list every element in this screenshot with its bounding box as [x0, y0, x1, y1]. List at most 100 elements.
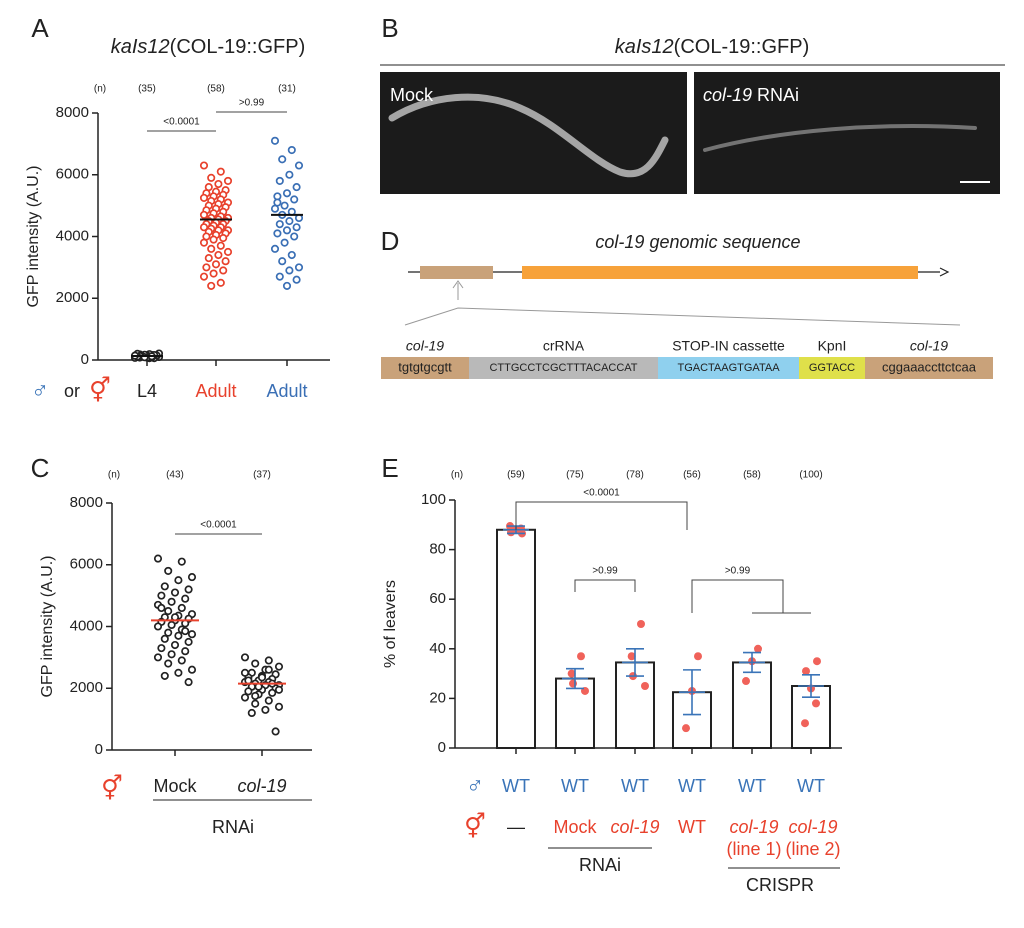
p-value: >0.99 — [592, 566, 618, 577]
dot — [275, 272, 284, 281]
dot — [251, 699, 260, 708]
panel-letter: C — [31, 453, 50, 483]
worm — [388, 93, 669, 178]
dot — [164, 659, 173, 668]
data-point — [627, 652, 636, 661]
category-label: Adult — [195, 381, 236, 401]
image-label: col-19 RNAi — [703, 85, 799, 105]
dot — [214, 179, 223, 189]
dot — [240, 653, 250, 662]
data-point — [742, 677, 750, 686]
sequence-segment — [865, 357, 993, 379]
dot — [199, 272, 209, 281]
micrograph — [694, 72, 1000, 194]
title-rest: (COL-19::GFP) — [170, 36, 306, 58]
label-italic: col-19 — [703, 85, 752, 105]
y-tick-label: 2000 — [56, 289, 89, 306]
n-count: (100) — [799, 470, 822, 481]
dot — [153, 653, 163, 662]
dot — [216, 167, 225, 176]
group-label: RNAi — [579, 855, 621, 875]
panel-letter: E — [381, 453, 398, 483]
y-tick-label: 8000 — [70, 494, 103, 511]
herm-genotype: col-19 — [729, 817, 778, 837]
n-label: (n) — [108, 470, 120, 481]
dot — [275, 176, 284, 185]
dot — [174, 631, 183, 640]
dot — [170, 588, 180, 597]
dot — [187, 630, 197, 639]
dot — [274, 702, 284, 711]
dot — [251, 691, 260, 701]
dot — [292, 183, 301, 192]
dot — [164, 628, 173, 637]
dot — [282, 189, 292, 198]
male-genotype: WT — [561, 776, 589, 796]
dot — [290, 232, 299, 241]
sequence-segment — [658, 357, 799, 379]
data-point — [577, 652, 585, 661]
dot — [270, 136, 280, 145]
data-point — [754, 644, 762, 653]
male-genotype: WT — [502, 776, 530, 796]
dot — [280, 238, 289, 247]
y-axis-label: GFP intensity (A.U.) — [25, 166, 42, 308]
data-point — [694, 652, 702, 661]
dot — [214, 250, 223, 260]
dot — [261, 705, 270, 714]
y-tick-label: 100 — [421, 491, 446, 508]
herm-genotype: col-19 — [788, 817, 837, 837]
exon — [420, 266, 493, 279]
label-rest: RNAi — [757, 85, 799, 105]
symbol-herm: ⚥ — [101, 774, 123, 802]
dot — [207, 173, 216, 182]
sequence: CTTGCCTCGCTTTACACCAT — [489, 362, 637, 374]
zoom-lines — [404, 307, 961, 326]
y-axis-label: % of leavers — [382, 580, 399, 668]
dot — [187, 665, 197, 674]
n-count: (37) — [253, 470, 271, 481]
dot — [181, 647, 190, 656]
group-label: CRISPR — [746, 875, 814, 895]
comparison-bracket — [574, 579, 636, 592]
panel-letter: D — [381, 226, 400, 256]
error-bar — [622, 648, 648, 677]
y-tick-label: 0 — [81, 351, 89, 368]
data-point — [682, 724, 690, 733]
sequence: GGTACC — [809, 362, 855, 374]
dot — [219, 233, 228, 243]
dot — [273, 198, 282, 207]
dot — [181, 594, 190, 603]
dot — [268, 688, 277, 697]
dot — [204, 254, 213, 263]
sequence-segment — [469, 357, 658, 379]
herm-genotype: (line 2) — [785, 839, 840, 859]
title-rest: (COL-19::GFP) — [674, 36, 810, 58]
data-point — [567, 669, 576, 678]
dot — [174, 668, 183, 677]
dot — [270, 244, 280, 253]
y-tick-label: 60 — [429, 590, 446, 607]
dot — [285, 217, 294, 226]
y-tick-label: 80 — [429, 541, 446, 558]
y-tick-label: 0 — [95, 741, 103, 758]
dot — [209, 269, 218, 278]
herm-genotype: (line 1) — [726, 839, 781, 859]
dot — [264, 665, 273, 674]
bar — [732, 661, 772, 749]
dot — [274, 685, 284, 694]
panel-letter: A — [31, 13, 49, 43]
herm-genotype: Mock — [553, 817, 597, 837]
segment-label: crRNA — [543, 338, 585, 354]
dot — [273, 229, 282, 238]
symbol-male: ♂ — [466, 772, 484, 799]
exon — [522, 266, 918, 279]
dot — [211, 260, 221, 269]
dot — [216, 241, 225, 250]
y-tick-label: 4000 — [70, 617, 103, 634]
dot — [157, 644, 166, 653]
dot — [199, 238, 209, 247]
dot — [177, 656, 186, 665]
dot — [157, 603, 166, 613]
n-count: (75) — [566, 470, 584, 481]
